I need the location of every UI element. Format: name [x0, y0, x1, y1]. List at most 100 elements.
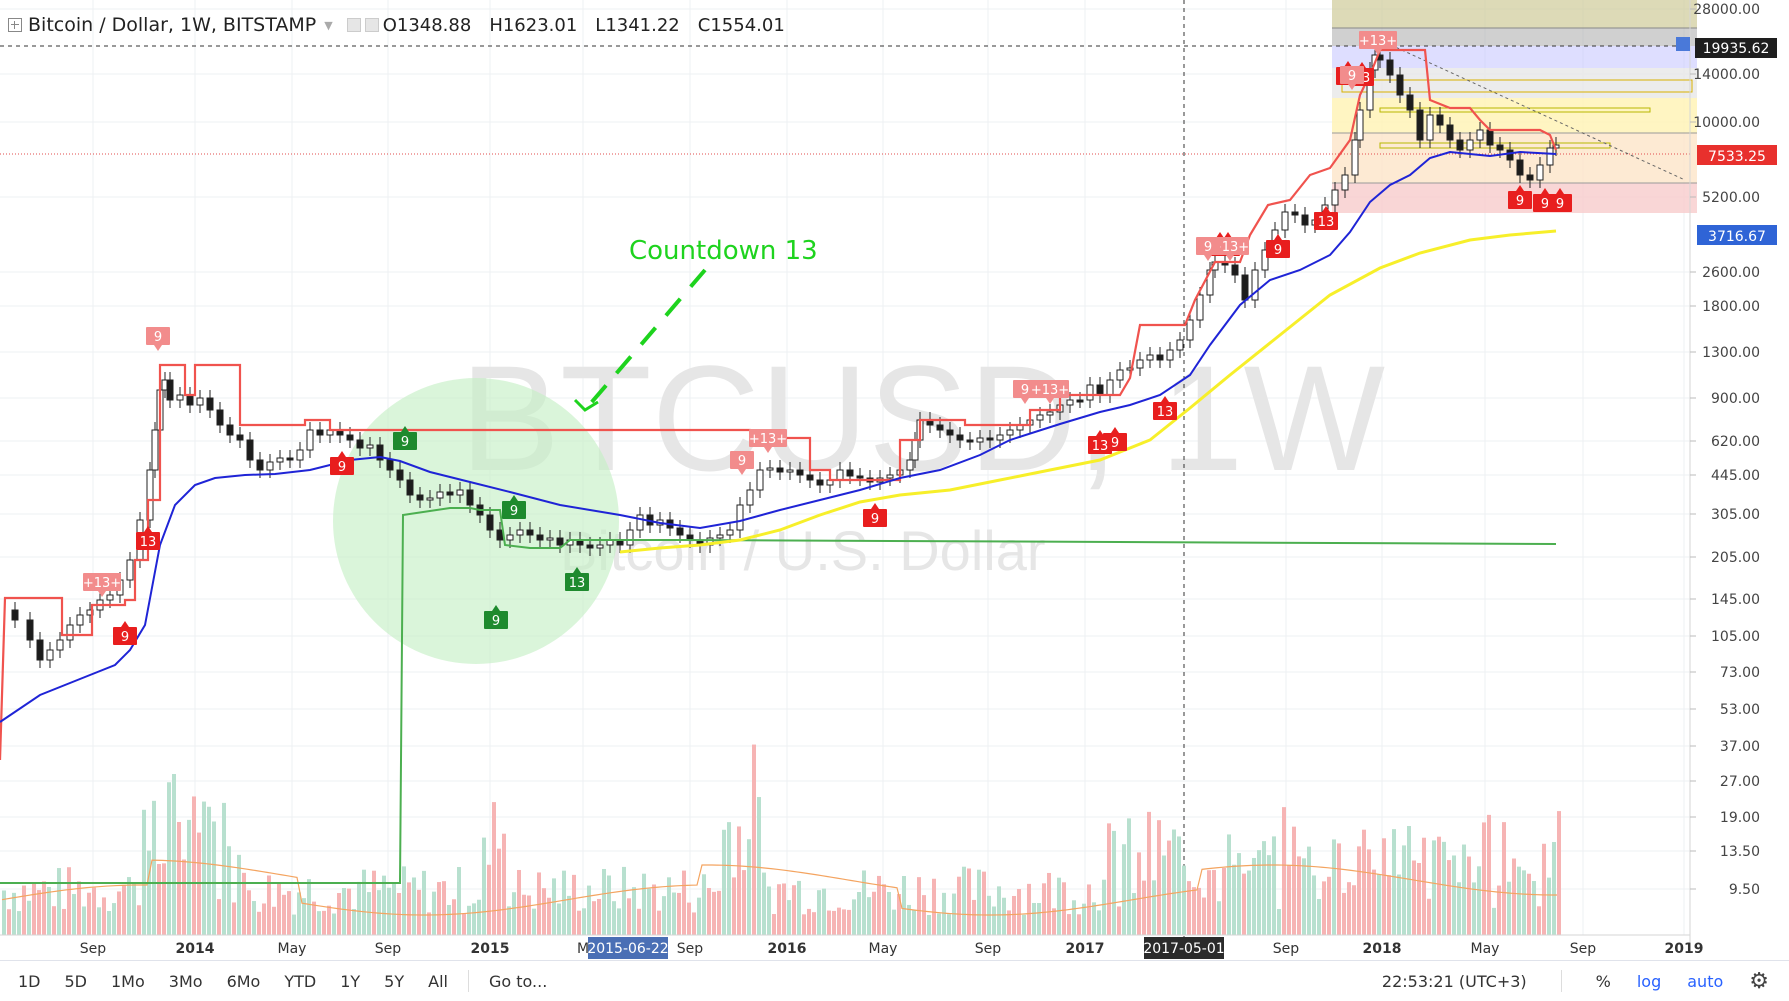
- svg-text:9: 9: [492, 614, 500, 629]
- svg-text:13: 13: [1318, 215, 1335, 230]
- price-tick-label: 105.00: [1711, 629, 1760, 645]
- range-1y[interactable]: 1Y: [340, 971, 361, 991]
- diagonal-trend-dashed: [1379, 39, 1686, 181]
- time-tick-label: 2016: [768, 941, 807, 957]
- time-tick-label: Sep: [1570, 941, 1597, 957]
- svg-text:9: 9: [1021, 383, 1029, 398]
- svg-text:9: 9: [1541, 197, 1549, 212]
- svg-text:+13+: +13+: [749, 432, 787, 447]
- time-tick-label: 2019: [1665, 941, 1704, 957]
- ath-price-label: [1695, 38, 1777, 58]
- time-tick-label: Sep: [677, 941, 704, 957]
- red-stop-line: [0, 48, 1558, 761]
- countdown-arrow[interactable]: [573, 268, 707, 412]
- price-tick-label: 13.50: [1720, 844, 1760, 860]
- range-1d[interactable]: 1D: [18, 971, 41, 991]
- svg-text:9: 9: [401, 435, 409, 450]
- time-highlight-left: [588, 937, 668, 959]
- price-tick-label: 73.00: [1720, 665, 1760, 681]
- td-marker-green: 9: [393, 426, 417, 450]
- time-tick-label: May: [278, 941, 307, 957]
- svg-text:+13+: +13+: [1211, 240, 1249, 255]
- td-marker-pink: +13+: [749, 429, 787, 453]
- svg-text:9: 9: [338, 460, 346, 475]
- td-marker-green: 9: [502, 495, 526, 519]
- range-1mo[interactable]: 1Mo: [111, 971, 145, 991]
- td-marker-pink: 9: [1196, 237, 1220, 261]
- svg-text:9: 9: [1348, 69, 1356, 84]
- clock[interactable]: 22:53:21 (UTC+3): [1381, 971, 1527, 991]
- svg-text:9: 9: [154, 330, 162, 345]
- time-tick-label: 2014: [176, 941, 215, 957]
- range-all[interactable]: All: [428, 971, 448, 991]
- price-tick-label: 900.00: [1711, 391, 1760, 407]
- price-tick-label: 53.00: [1720, 702, 1760, 718]
- td-marker-pink: 9: [1340, 66, 1364, 90]
- price-tick-label: 14000.00: [1693, 67, 1760, 83]
- time-tick-label: Sep: [975, 941, 1002, 957]
- toolbar-divider: [467, 970, 469, 992]
- close-value: C1554.01: [697, 14, 785, 36]
- price-tick-label: 28000.00: [1693, 2, 1760, 18]
- expand-icon[interactable]: [8, 18, 22, 32]
- svg-text:13: 13: [140, 535, 157, 550]
- price-tick-label: 27.00: [1720, 774, 1760, 790]
- svg-text:+13+: +13+: [1031, 383, 1069, 398]
- svg-text:9: 9: [1274, 243, 1282, 258]
- price-tick-label: 5200.00: [1702, 190, 1760, 206]
- blue-ma-line: [0, 150, 1557, 723]
- percent-toggle[interactable]: %: [1595, 971, 1611, 991]
- td-marker-red: 9: [1266, 234, 1290, 258]
- time-tick-label: Sep: [80, 941, 107, 957]
- svg-text:9: 9: [1111, 436, 1119, 451]
- td-marker-green: 13: [565, 567, 589, 591]
- td-marker-red: 9: [113, 621, 137, 645]
- td-marker-red: 9: [863, 503, 887, 527]
- price-tick-label: 37.00: [1720, 739, 1760, 755]
- ath-price-text: 19935.62: [1703, 41, 1770, 57]
- price-tick-label: 1800.00: [1702, 299, 1760, 315]
- svg-text:9: 9: [121, 630, 129, 645]
- svg-text:9: 9: [1516, 194, 1524, 209]
- price-tick-label: 1300.00: [1702, 345, 1760, 361]
- time-axis[interactable]: Sep 2014 May Sep 2015 M Sep 2016 May Sep 2017 Sep 20…: [0, 934, 1704, 959]
- yellow-ma-line: [619, 229, 1557, 554]
- highlight-circle: [333, 378, 619, 664]
- svg-text:9: 9: [510, 504, 518, 519]
- settings-icon[interactable]: [346, 18, 361, 32]
- range-5d[interactable]: 5D: [64, 971, 88, 991]
- goto-button[interactable]: Go to...: [488, 971, 548, 991]
- price-tick-label: 2600.00: [1702, 265, 1760, 281]
- range-5y[interactable]: 5Y: [384, 971, 405, 991]
- time-tick-label: May: [1471, 941, 1500, 957]
- svg-text:9: 9: [1556, 197, 1564, 212]
- chevron-down-icon[interactable]: ▼: [324, 18, 333, 32]
- countdown-annotation[interactable]: Countdown 13: [629, 236, 818, 266]
- time-tick-label: May: [869, 941, 898, 957]
- range-6mo[interactable]: 6Mo: [226, 971, 261, 991]
- td-marker-pink: +13+: [1031, 380, 1069, 404]
- alert-badge[interactable]: [1676, 37, 1690, 51]
- volume-ma-line: [1, 859, 1558, 916]
- gear-icon[interactable]: ⚙: [1749, 968, 1769, 994]
- symbol-title[interactable]: Bitcoin / Dollar, 1W, BITSTAMP: [28, 14, 317, 36]
- td-marker-red: 9: [1548, 188, 1572, 212]
- price-axis[interactable]: 28000.00 14000.00 10000.00 5200.00 2600.00 18…: [1689, 0, 1777, 942]
- svg-text:13: 13: [1092, 439, 1109, 454]
- log-toggle[interactable]: log: [1636, 971, 1662, 991]
- right-tools: 22:53:21 (UTC+3) % log auto ⚙: [1382, 969, 1769, 994]
- td-marker-pink: 9: [730, 451, 754, 475]
- hide-icon[interactable]: [364, 18, 379, 32]
- toolbar-divider: [1560, 970, 1562, 992]
- price-tick-label: 145.00: [1711, 592, 1760, 608]
- volume-bars: [2, 744, 1561, 935]
- current-price-label: [1697, 145, 1777, 165]
- range-3mo[interactable]: 3Mo: [168, 971, 203, 991]
- range-ytd[interactable]: YTD: [284, 971, 317, 991]
- svg-text:9: 9: [1204, 240, 1212, 255]
- td-marker-red: 13: [1088, 430, 1112, 454]
- time-tick-label: Sep: [1273, 941, 1300, 957]
- current-price-text: 7533.25: [1708, 149, 1766, 165]
- auto-toggle[interactable]: auto: [1687, 971, 1724, 991]
